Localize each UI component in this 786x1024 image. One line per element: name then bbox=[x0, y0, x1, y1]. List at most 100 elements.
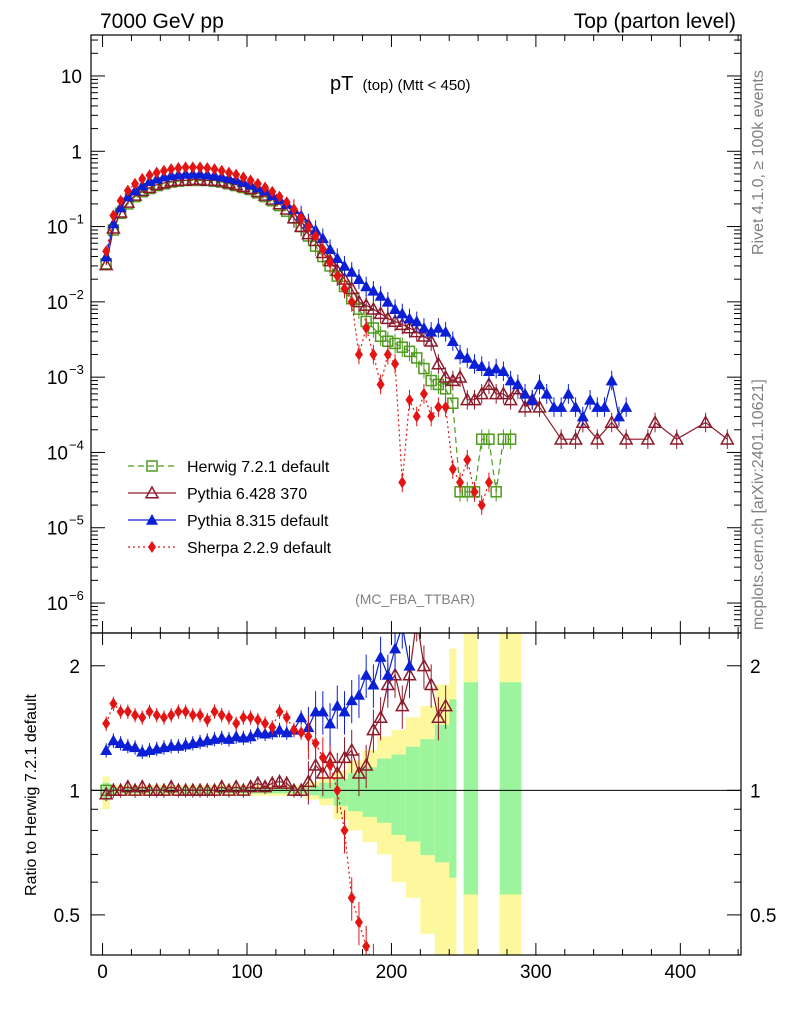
ratio-point-pythia-6-428-370 bbox=[106, 782, 121, 796]
xtick-label: 200 bbox=[376, 962, 408, 983]
band-green-5 bbox=[348, 773, 363, 812]
plot-title-main: pT bbox=[330, 73, 353, 95]
ratio-point-sherpa-2-2-9-default bbox=[261, 717, 270, 730]
ratio-point-pythia-8-315-default bbox=[114, 737, 127, 748]
ratio-point-sherpa-2-2-9-default bbox=[268, 721, 277, 734]
band-green-11 bbox=[434, 724, 450, 863]
ratio-point-sherpa-2-2-9-default bbox=[232, 717, 241, 730]
point-pythia-8-315-default bbox=[439, 325, 452, 337]
ratio-point-pythia-8-315-default bbox=[244, 730, 257, 742]
ratio-point-pythia-8-315-default bbox=[345, 694, 358, 706]
ratio-point-pythia-8-315-default bbox=[215, 731, 228, 743]
ratio-point-pythia-8-315-default bbox=[389, 642, 402, 654]
ytick-exponent: −4 bbox=[69, 437, 84, 452]
ytick-label: 10 bbox=[61, 67, 82, 88]
point-pythia-8-315-default bbox=[468, 357, 481, 369]
ratio-point-sherpa-2-2-9-default bbox=[282, 711, 291, 724]
point-sherpa-2-2-9-default bbox=[333, 270, 342, 283]
ratio-point-sherpa-2-2-9-default bbox=[289, 723, 298, 736]
point-pythia-8-315-default bbox=[620, 401, 633, 412]
point-pythia-8-315-default bbox=[519, 387, 532, 399]
point-sherpa-2-2-9-default bbox=[181, 161, 190, 174]
ratio-point-pythia-6-428-370 bbox=[351, 765, 367, 779]
point-pythia-6-428-370 bbox=[669, 431, 684, 445]
point-sherpa-2-2-9-default bbox=[289, 203, 298, 216]
ratio-point-pythia-8-315-default bbox=[360, 668, 373, 680]
point-pythia-8-315-default bbox=[605, 374, 618, 386]
point-pythia-8-315-default bbox=[569, 401, 582, 412]
point-sherpa-2-2-9-default bbox=[405, 393, 414, 406]
ratio-point-pythia-8-315-default bbox=[121, 739, 134, 751]
ratio-point-pythia-6-428-370 bbox=[395, 698, 410, 712]
point-sherpa-2-2-9-default bbox=[174, 161, 183, 174]
analysis-tag: (MC_FBA_TTBAR) bbox=[355, 591, 475, 607]
legend-label: Sherpa 2.2.9 default bbox=[187, 540, 332, 557]
point-sherpa-2-2-9-default bbox=[398, 476, 407, 489]
point-pythia-8-315-default bbox=[107, 217, 120, 229]
point-sherpa-2-2-9-default bbox=[217, 164, 226, 177]
legend-label: Pythia 6.428 370 bbox=[187, 486, 307, 503]
ratio-point-pythia-6-428-370 bbox=[358, 757, 374, 771]
ratio-plot-marks bbox=[91, 633, 741, 955]
ytick-exponent: −5 bbox=[69, 513, 84, 528]
ytick-exponent: −1 bbox=[69, 212, 84, 227]
point-pythia-8-315-default bbox=[490, 362, 503, 374]
ratio-point-sherpa-2-2-9-default bbox=[181, 705, 190, 718]
point-sherpa-2-2-9-default bbox=[484, 476, 493, 489]
ratio-point-pythia-8-315-default bbox=[352, 688, 365, 700]
point-pythia-8-315-default bbox=[352, 273, 365, 284]
point-pythia-8-315-default bbox=[389, 303, 402, 314]
ratio-point-sherpa-2-2-9-default bbox=[102, 717, 111, 730]
point-sherpa-2-2-9-default bbox=[470, 485, 479, 498]
ratio-tick-label: 1 bbox=[69, 781, 80, 802]
ratio-point-pythia-6-428-370 bbox=[337, 750, 352, 764]
point-sherpa-2-2-9-default bbox=[138, 172, 147, 185]
point-sherpa-2-2-9-default bbox=[131, 177, 140, 190]
ratio-point-sherpa-2-2-9-default bbox=[203, 713, 212, 726]
point-pythia-6-428-370 bbox=[496, 386, 511, 400]
ratio-point-pythia-8-315-default bbox=[338, 705, 351, 717]
point-pythia-8-315-default bbox=[374, 289, 387, 301]
ratio-point-pythia-6-428-370 bbox=[293, 782, 309, 796]
point-sherpa-2-2-9-default bbox=[326, 256, 335, 269]
point-herwig-7-2-1-default bbox=[497, 433, 510, 445]
rivet-label: Rivet 4.1.0, ≥ 100k events bbox=[750, 70, 767, 255]
point-sherpa-2-2-9-default bbox=[152, 166, 161, 179]
point-herwig-7-2-1-default bbox=[389, 337, 401, 350]
ratio-point-sherpa-2-2-9-default bbox=[196, 709, 205, 722]
point-herwig-7-2-1-default bbox=[425, 374, 437, 387]
point-pythia-6-428-370 bbox=[575, 414, 591, 429]
point-pythia-6-428-370 bbox=[185, 172, 201, 186]
point-sherpa-2-2-9-default bbox=[456, 476, 465, 489]
ratio-point-pythia-8-315-default bbox=[316, 705, 329, 717]
ratio-point-sherpa-2-2-9-default bbox=[131, 709, 140, 722]
ratio-point-pythia-8-315-default bbox=[295, 711, 308, 723]
point-sherpa-2-2-9-default bbox=[239, 171, 248, 184]
ratio-point-pythia-6-428-370 bbox=[387, 667, 403, 681]
ratio-point-sherpa-2-2-9-default bbox=[246, 711, 255, 724]
legend-marker bbox=[144, 485, 160, 499]
point-pythia-8-315-default bbox=[562, 387, 575, 399]
point-pythia-8-315-default bbox=[555, 401, 568, 412]
point-pythia-8-315-default bbox=[201, 168, 214, 180]
ratio-point-sherpa-2-2-9-default bbox=[297, 726, 306, 739]
main-plot-marks bbox=[98, 161, 735, 515]
legend-marker bbox=[148, 541, 156, 553]
point-pythia-8-315-default bbox=[432, 321, 445, 333]
ratio-point-sherpa-2-2-9-default bbox=[340, 824, 349, 837]
ytick-label: 10 bbox=[47, 368, 68, 389]
point-pythia-8-315-default bbox=[129, 184, 142, 196]
xtick-label: 0 bbox=[97, 962, 108, 983]
plot-title-sub: (top) (Mtt < 450) bbox=[363, 77, 471, 94]
point-sherpa-2-2-9-default bbox=[434, 401, 443, 414]
ratio-point-pythia-6-428-370 bbox=[142, 782, 157, 796]
point-pythia-6-428-370 bbox=[366, 301, 381, 315]
point-sherpa-2-2-9-default bbox=[463, 453, 472, 466]
ratio-point-sherpa-2-2-9-default bbox=[224, 711, 233, 724]
legend-label: Herwig 7.2.1 default bbox=[187, 459, 330, 476]
point-sherpa-2-2-9-default bbox=[376, 378, 385, 391]
legend-entry-pythia-6-428-370: Pythia 6.428 370 bbox=[128, 485, 307, 503]
point-pythia-6-428-370 bbox=[532, 399, 547, 413]
ratio-tick-label: 0.5 bbox=[54, 906, 80, 927]
